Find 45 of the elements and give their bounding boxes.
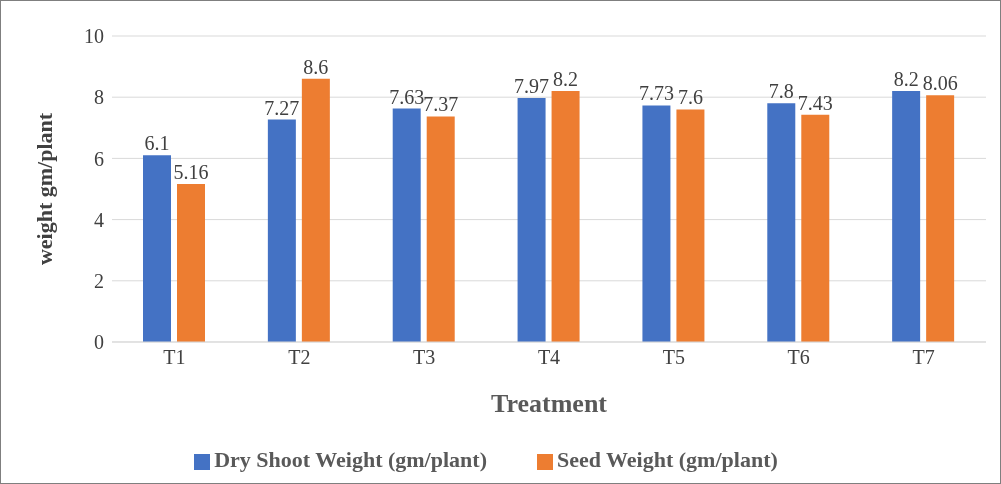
bar — [676, 109, 705, 342]
data-label: 7.8 — [768, 80, 794, 103]
y-tick-label: 6 — [94, 147, 104, 170]
x-tick-label: T3 — [413, 346, 436, 369]
y-axis-title: weight gm/plant — [31, 112, 57, 266]
legend-label: Dry Shoot Weight (gm/plant) — [214, 447, 487, 472]
data-label: 6.1 — [144, 132, 170, 155]
bar — [267, 119, 296, 342]
data-label: 7.37 — [423, 93, 459, 116]
data-label: 7.63 — [389, 85, 425, 108]
data-label: 8.2 — [893, 68, 919, 91]
legend-label: Seed Weight (gm/plant) — [556, 447, 778, 472]
bar — [143, 155, 171, 342]
y-tick-label: 10 — [84, 25, 104, 48]
x-tick-label: T5 — [662, 346, 685, 369]
bar — [426, 116, 455, 342]
y-tick-label: 2 — [94, 269, 104, 292]
bar — [517, 98, 546, 342]
data-label: 7.27 — [264, 96, 300, 119]
data-label: 7.43 — [797, 91, 833, 114]
bar — [926, 95, 955, 342]
x-axis-title: Treatment — [491, 389, 608, 418]
x-tick-label: T2 — [288, 346, 311, 369]
y-tick-label: 4 — [94, 208, 104, 231]
bar — [177, 184, 205, 342]
bar — [801, 114, 830, 342]
data-label: 8.2 — [553, 68, 579, 91]
x-tick-label: T4 — [537, 346, 561, 369]
x-tick-label: T1 — [163, 346, 186, 369]
bar — [551, 91, 580, 342]
data-label: 8.06 — [922, 72, 958, 95]
y-tick-label: 0 — [94, 331, 104, 354]
bar — [767, 103, 796, 342]
data-label: 7.73 — [638, 82, 674, 105]
bar — [301, 78, 330, 342]
bar — [392, 108, 421, 342]
data-label: 7.97 — [514, 75, 550, 98]
data-label: 8.6 — [303, 55, 329, 78]
x-tick-label: T7 — [912, 346, 935, 369]
data-label: 7.6 — [677, 86, 703, 109]
data-label: 5.16 — [173, 161, 209, 184]
y-tick-label: 8 — [94, 86, 104, 109]
x-tick-label: T6 — [787, 346, 810, 369]
bar — [892, 91, 921, 342]
bar — [642, 105, 671, 342]
